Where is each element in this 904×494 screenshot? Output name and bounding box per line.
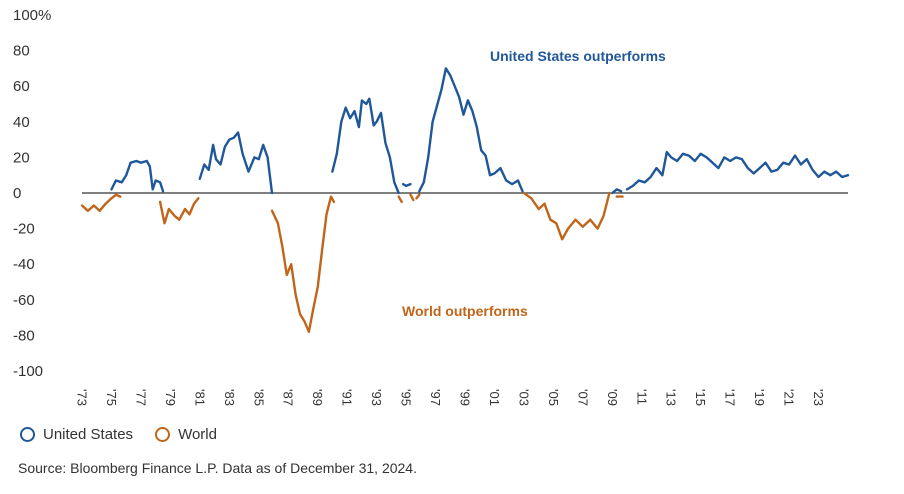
series-line-world bbox=[270, 195, 336, 333]
series-line-world bbox=[522, 191, 611, 241]
series-line-world bbox=[80, 193, 122, 212]
x-tick-label: '81 bbox=[192, 389, 207, 406]
series-line-world bbox=[158, 197, 200, 225]
x-tick-label: '83 bbox=[222, 389, 237, 406]
legend-item-united-states[interactable]: United States bbox=[20, 426, 133, 443]
y-tick-label: -80 bbox=[13, 327, 35, 344]
x-tick-label: '07 bbox=[575, 389, 590, 406]
legend-us-label: United States bbox=[43, 426, 134, 443]
series-line-world bbox=[397, 195, 403, 204]
y-tick-label: 80 bbox=[13, 43, 30, 60]
source-note: Source: Bloomberg Finance L.P. Data as o… bbox=[18, 460, 417, 476]
series-line-us bbox=[198, 131, 274, 195]
y-tick-label: 40 bbox=[13, 114, 30, 131]
x-tick-label: '15 bbox=[693, 389, 708, 406]
x-tick-label: '01 bbox=[487, 389, 502, 406]
x-tick-label: '79 bbox=[163, 389, 178, 406]
y-tick-label: 100% bbox=[13, 7, 51, 24]
annotation-world-outperforms: World outperforms bbox=[402, 303, 528, 319]
y-tick-label: 20 bbox=[13, 149, 30, 166]
series-line-us bbox=[625, 150, 850, 191]
legend-item-world[interactable]: World bbox=[155, 426, 217, 443]
series-line-us bbox=[110, 159, 165, 193]
series-line-us bbox=[418, 67, 524, 193]
series-line-world bbox=[409, 193, 415, 202]
x-tick-label: '05 bbox=[546, 389, 561, 406]
x-tick-label: '19 bbox=[752, 389, 767, 406]
y-tick-label: -20 bbox=[13, 221, 35, 238]
y-tick-label: -100 bbox=[13, 363, 43, 380]
y-tick-label: 0 bbox=[13, 185, 21, 202]
x-tick-label: '91 bbox=[340, 389, 355, 406]
y-tick-label: 60 bbox=[13, 78, 30, 95]
x-tick-label: '73 bbox=[75, 389, 90, 406]
x-tick-label: '97 bbox=[428, 389, 443, 406]
x-tick-label: '23 bbox=[811, 389, 826, 406]
series-line-us bbox=[331, 97, 400, 195]
x-tick-label: '09 bbox=[605, 389, 620, 406]
x-tick-label: '99 bbox=[458, 389, 473, 406]
series-line-world bbox=[415, 193, 421, 200]
x-tick-label: '17 bbox=[723, 389, 738, 406]
annotation-us-outperforms: United States outperforms bbox=[490, 48, 666, 64]
legend-world-label: World bbox=[178, 426, 217, 443]
x-tick-label: '21 bbox=[782, 389, 797, 406]
x-tick-label: '93 bbox=[369, 389, 384, 406]
legend: United States World bbox=[20, 426, 239, 443]
x-tick-label: '13 bbox=[664, 389, 679, 406]
y-tick-label: -40 bbox=[13, 256, 35, 273]
x-tick-label: '89 bbox=[310, 389, 325, 406]
x-tick-label: '87 bbox=[281, 389, 296, 406]
x-tick-label: '77 bbox=[133, 389, 148, 406]
series-line-us bbox=[401, 182, 412, 188]
x-tick-label: '95 bbox=[399, 389, 414, 406]
chart: 100% 80 60 40 20 0 -20 -40 -60 -80 -100 '73 '75 '77 '7… bbox=[13, 7, 850, 406]
legend-world-circle-icon bbox=[155, 427, 171, 442]
x-tick-label: '75 bbox=[104, 389, 119, 406]
x-tick-label: '85 bbox=[251, 389, 266, 406]
x-tick-label: '03 bbox=[516, 389, 531, 406]
y-tick-label: -60 bbox=[13, 292, 35, 309]
legend-us-circle-icon bbox=[20, 427, 35, 442]
series-line-us bbox=[611, 188, 623, 195]
x-tick-label: '11 bbox=[634, 389, 649, 405]
